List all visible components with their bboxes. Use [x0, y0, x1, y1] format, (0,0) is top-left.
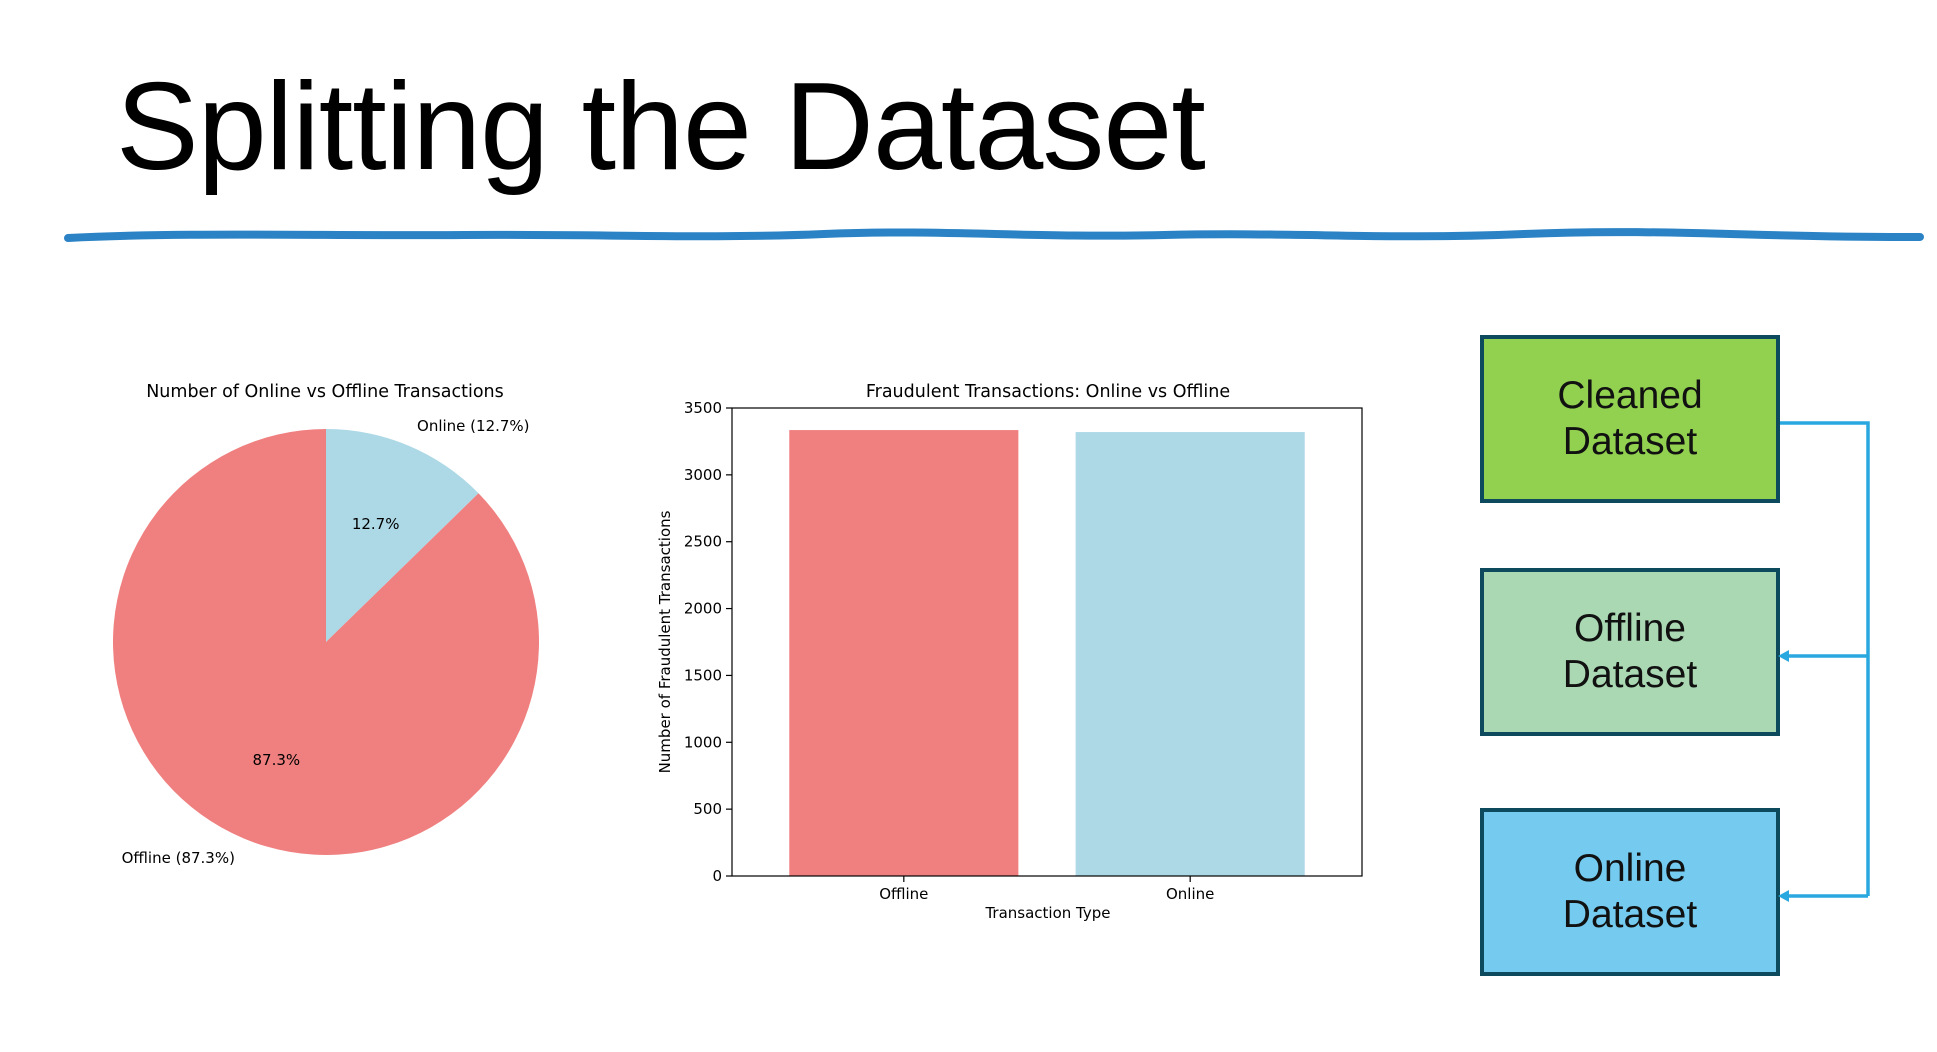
pie-pct-label: 87.3% [253, 751, 301, 769]
arrowhead-online [1778, 890, 1789, 902]
bar-ytick-label: 3000 [684, 466, 722, 484]
bar-chart-ylabel: Number of Fraudulent Transactions [656, 510, 674, 773]
bar-chart-frame [731, 407, 1363, 877]
bar-chart-title: Fraudulent Transactions: Online vs Offli… [866, 382, 1230, 402]
cleaned-dataset-box: Cleaned Dataset [1480, 335, 1780, 503]
bar-online [1075, 432, 1305, 876]
online-dataset-box: Online Dataset [1480, 808, 1780, 976]
arrowhead-offline [1778, 650, 1789, 662]
connector-trunk [1780, 421, 1870, 896]
bar-chart-xlabel: Transaction Type [984, 904, 1110, 922]
slide-title: Splitting the Dataset [116, 58, 1206, 196]
bar-ytick-label: 3500 [684, 399, 722, 417]
pie-chart: Number of Online vs Offline Transactions… [113, 382, 539, 867]
split-connector [1778, 421, 1870, 902]
pie-slice-label: Online (12.7%) [417, 417, 530, 435]
cleaned-dataset-label: Cleaned Dataset [1557, 374, 1703, 463]
offline-dataset-box: Offline Dataset [1480, 568, 1780, 736]
bar-ytick-label: 1000 [684, 733, 722, 751]
pie-slice-label: Offline (87.3%) [122, 849, 235, 867]
title-underline [64, 228, 1924, 242]
bar-ytick-label: 1500 [684, 666, 722, 684]
title-underline-stroke [64, 228, 1924, 242]
bar-ytick-label: 2000 [684, 600, 722, 618]
bar-ytick-label: 500 [693, 800, 722, 818]
bar-offline [789, 430, 1019, 876]
offline-dataset-label: Offline Dataset [1562, 607, 1698, 696]
bar-xtick-label: Offline [879, 885, 928, 903]
pie-slice-offline [113, 429, 539, 855]
bar-ytick-label: 2500 [684, 533, 722, 551]
pie-chart-title: Number of Online vs Offline Transactions [146, 382, 504, 402]
bar-chart: Fraudulent Transactions: Online vs Offli… [656, 382, 1363, 922]
bar-xtick-label: Online [1166, 885, 1214, 903]
online-dataset-label: Online Dataset [1562, 847, 1698, 936]
bar-ytick-label: 0 [712, 867, 722, 885]
pie-pct-label: 12.7% [352, 515, 400, 533]
pie-slice-online [326, 429, 479, 642]
